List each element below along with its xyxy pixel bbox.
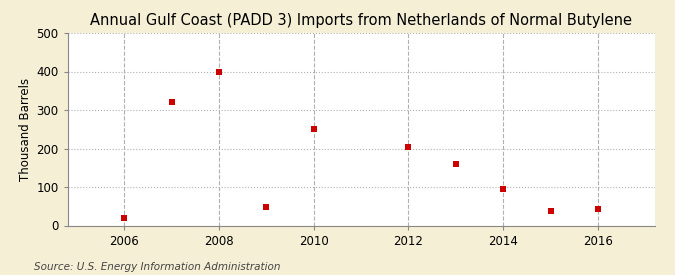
Point <box>545 209 556 213</box>
Title: Annual Gulf Coast (PADD 3) Imports from Netherlands of Normal Butylene: Annual Gulf Coast (PADD 3) Imports from … <box>90 13 632 28</box>
Text: Source: U.S. Energy Information Administration: Source: U.S. Energy Information Administ… <box>34 262 280 272</box>
Point <box>403 144 414 149</box>
Point <box>214 69 225 74</box>
Point <box>119 216 130 220</box>
Point <box>497 187 508 191</box>
Point <box>261 205 272 210</box>
Point <box>308 127 319 131</box>
Y-axis label: Thousand Barrels: Thousand Barrels <box>19 78 32 181</box>
Point <box>450 162 461 166</box>
Point <box>166 100 177 104</box>
Point <box>593 207 603 211</box>
